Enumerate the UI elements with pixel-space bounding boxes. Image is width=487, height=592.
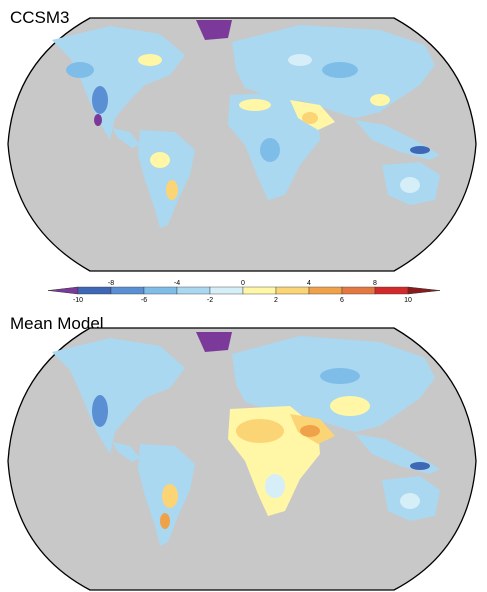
antarctica — [150, 262, 340, 270]
colorbar-swatch — [308, 286, 343, 295]
colorbar-swatch — [77, 286, 112, 295]
anomaly-patches-mean-model — [92, 368, 430, 529]
colorbar-tick-label: -6 — [141, 297, 147, 304]
colorbar-swatch — [341, 286, 376, 295]
colorbar-swatch — [275, 286, 310, 295]
colorbar-swatch — [374, 286, 409, 295]
greenland — [196, 20, 232, 40]
colorbar-tick-label: 4 — [307, 280, 311, 287]
colorbar-tick-label: 8 — [373, 280, 377, 287]
colorbar-tick-label: 10 — [404, 297, 412, 304]
colorbar-swatch — [143, 286, 178, 295]
colorbar: -8 -4 0 4 8 -10 -6 -2 2 6 10 — [47, 280, 441, 304]
colorbar-upper-ticks: -8 -4 0 4 8 — [108, 280, 377, 287]
colorbar-tick-label: -10 — [73, 297, 83, 304]
colorbar-tick-label: 0 — [241, 280, 245, 287]
colorbar-tick-label: 6 — [340, 297, 344, 304]
central-america — [112, 128, 140, 148]
colorbar-swatch — [209, 286, 244, 295]
colorbar-swatch — [110, 286, 145, 295]
colorbar-swatch — [176, 286, 211, 295]
colorbar-tick-label: 2 — [274, 297, 278, 304]
panel-title-ccsm3: CCSM3 — [10, 8, 70, 27]
colorbar-tick-label: -4 — [174, 280, 180, 287]
land-mean-model — [52, 332, 440, 546]
anomaly-patches-ccsm3 — [66, 54, 430, 200]
panel-title-mean-model: Mean Model — [10, 314, 104, 333]
colorbar-swatch — [242, 286, 277, 295]
south-america — [138, 130, 195, 228]
colorbar-high-extend — [407, 286, 441, 295]
central-america-2 — [112, 442, 140, 462]
north-america-2 — [52, 338, 185, 454]
map-mean-model — [7, 327, 477, 591]
map-ccsm3 — [7, 17, 477, 272]
colorbar-lower-ticks: -10 -6 -2 2 6 10 — [73, 297, 412, 304]
colorbar-low-extend — [47, 286, 79, 295]
greenland-2 — [196, 332, 232, 352]
colorbar-tick-label: -8 — [108, 280, 114, 287]
colorbar-swatches — [47, 286, 441, 295]
colorbar-tick-label: -2 — [207, 297, 213, 304]
